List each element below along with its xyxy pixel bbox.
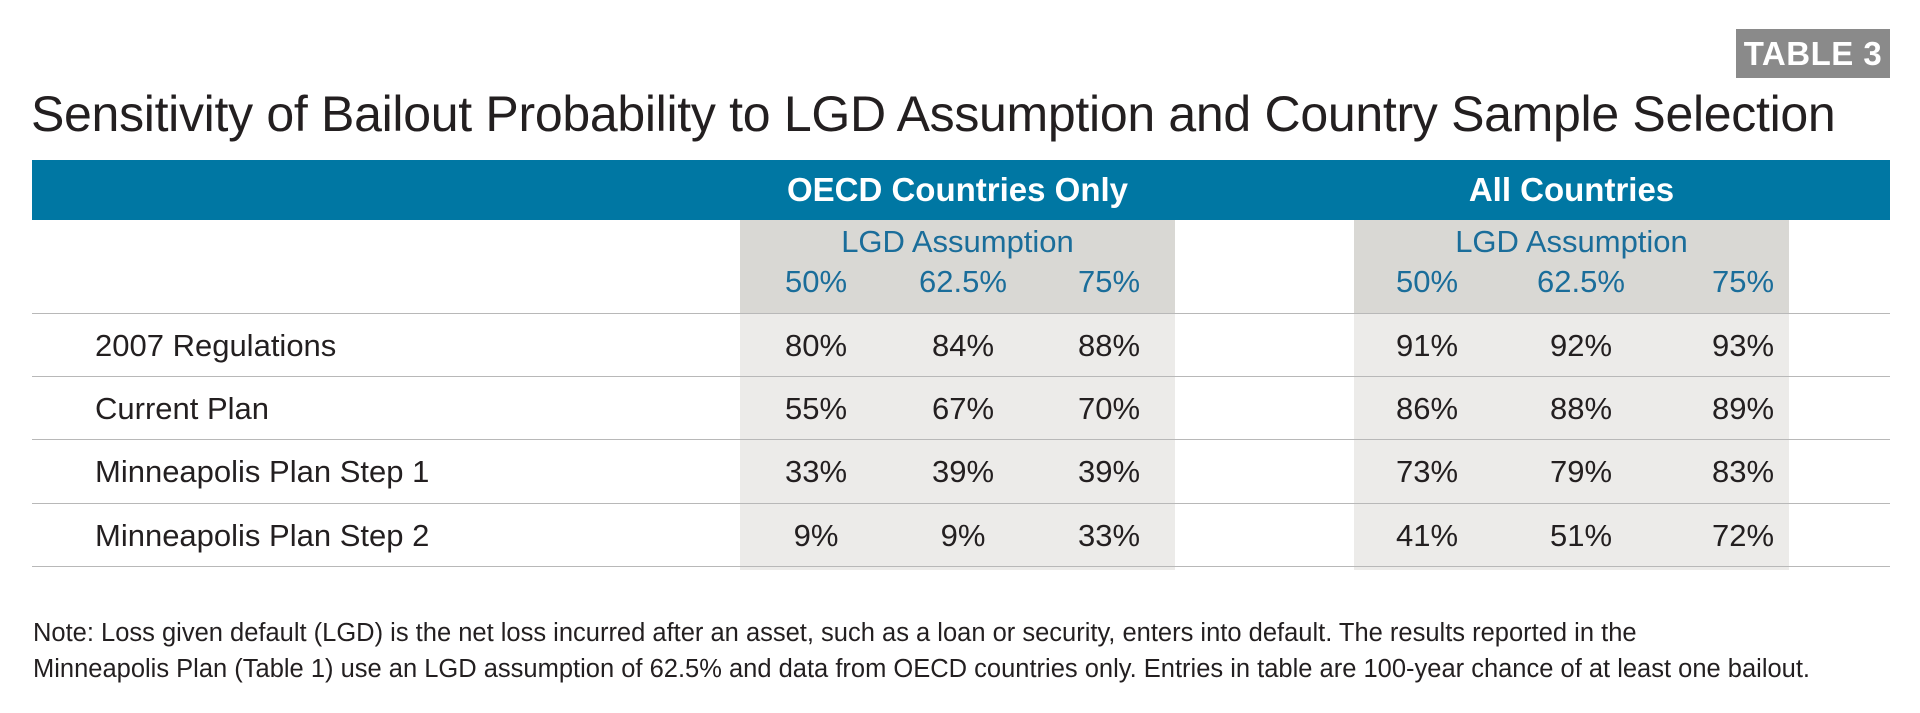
cell-oecd-75: 88% [1077, 328, 1141, 363]
cell-all-75: 72% [1711, 518, 1775, 553]
cell-all-50: 41% [1395, 518, 1459, 553]
note-line-1: Note: Loss given default (LGD) is the ne… [33, 619, 1637, 647]
note-line-2: Minneapolis Plan (Table 1) use an LGD as… [33, 655, 1811, 683]
table-header-bar: OECD Countries Only All Countries [32, 160, 1890, 220]
cell-all-75: 89% [1711, 391, 1775, 426]
oecd-col-50-header: 50% [784, 264, 848, 299]
cell-all-75: 93% [1711, 328, 1775, 363]
cell-all-50: 73% [1395, 454, 1459, 489]
row-label-2007-regulations: 2007 Regulations [95, 328, 337, 363]
cell-all-625: 79% [1549, 454, 1613, 489]
all-col-50-header: 50% [1395, 264, 1459, 299]
all-lgd-assumption-label: LGD Assumption [1455, 224, 1688, 259]
cell-all-50: 86% [1395, 391, 1459, 426]
cell-oecd-75: 70% [1077, 391, 1141, 426]
header-rule [32, 313, 1890, 314]
group-title-oecd: OECD Countries Only [786, 171, 1129, 208]
cell-all-625: 88% [1549, 391, 1613, 426]
cell-oecd-50: 33% [784, 454, 848, 489]
cell-oecd-75: 39% [1077, 454, 1141, 489]
cell-all-625: 92% [1549, 328, 1613, 363]
row-label-current-plan: Current Plan [95, 391, 270, 426]
row-label-minneapolis-step-1: Minneapolis Plan Step 1 [95, 454, 430, 489]
table-number-badge: TABLE 3 [1736, 29, 1890, 78]
row-label-minneapolis-step-2: Minneapolis Plan Step 2 [95, 518, 430, 553]
oecd-lgd-assumption-label: LGD Assumption [841, 224, 1074, 259]
cell-oecd-625: 39% [931, 454, 995, 489]
row-divider [32, 503, 1890, 504]
cell-oecd-50: 9% [793, 518, 839, 553]
row-divider [32, 439, 1890, 440]
cell-oecd-625: 67% [931, 391, 995, 426]
oecd-panel-body [740, 313, 1175, 570]
oecd-col-625-header: 62.5% [919, 264, 1007, 299]
cell-oecd-50: 55% [784, 391, 848, 426]
oecd-panel-header [740, 220, 1175, 313]
all-panel-header [1354, 220, 1789, 313]
cell-oecd-50: 80% [784, 328, 848, 363]
all-panel-body [1354, 313, 1789, 570]
cell-all-50: 91% [1395, 328, 1459, 363]
table-bottom-rule [32, 566, 1890, 567]
table-title: Sensitivity of Bailout Probability to LG… [31, 86, 1836, 142]
cell-oecd-625: 84% [931, 328, 995, 363]
cell-all-75: 83% [1711, 454, 1775, 489]
all-col-75-header: 75% [1711, 264, 1775, 299]
row-divider [32, 376, 1890, 377]
oecd-col-75-header: 75% [1077, 264, 1141, 299]
cell-oecd-625: 9% [940, 518, 986, 553]
cell-oecd-75: 33% [1077, 518, 1141, 553]
cell-all-625: 51% [1549, 518, 1613, 553]
group-title-all: All Countries [1468, 171, 1675, 208]
table-note: Note: Loss given default (LGD) is the ne… [33, 615, 1903, 687]
all-col-625-header: 62.5% [1537, 264, 1625, 299]
